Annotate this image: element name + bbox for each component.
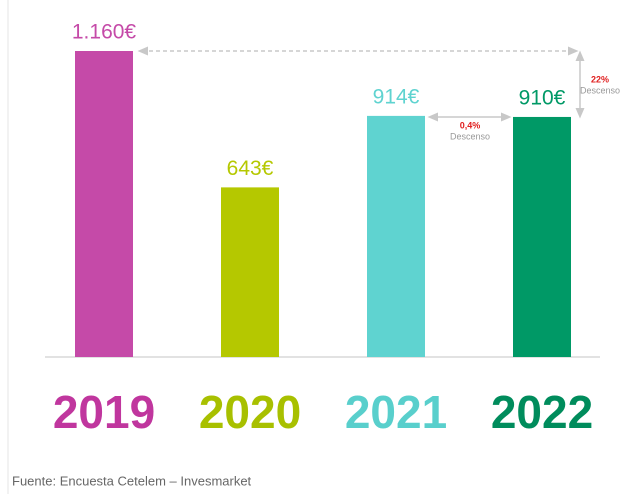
bar <box>513 116 571 357</box>
value-label: 1.160€ <box>72 21 137 44</box>
annotation: 22% <box>591 74 609 84</box>
annotation: 0,4% <box>460 120 481 130</box>
annotation-note: Descenso <box>580 85 620 95</box>
annotation-note: Descenso <box>450 131 490 141</box>
x-tick-label: 2022 <box>491 386 593 438</box>
value-label: 643€ <box>227 157 274 180</box>
value-label: 914€ <box>373 85 420 108</box>
bar <box>75 51 133 357</box>
source: Fuente: Encuesta Cetelem – Invesmarket <box>12 473 252 488</box>
x-tick-label: 2020 <box>199 386 301 438</box>
value-label: 910€ <box>519 86 566 109</box>
bar <box>367 115 425 358</box>
x-tick-label: 2019 <box>53 386 155 438</box>
x-tick-label: 2021 <box>345 386 447 438</box>
bar <box>221 187 279 357</box>
